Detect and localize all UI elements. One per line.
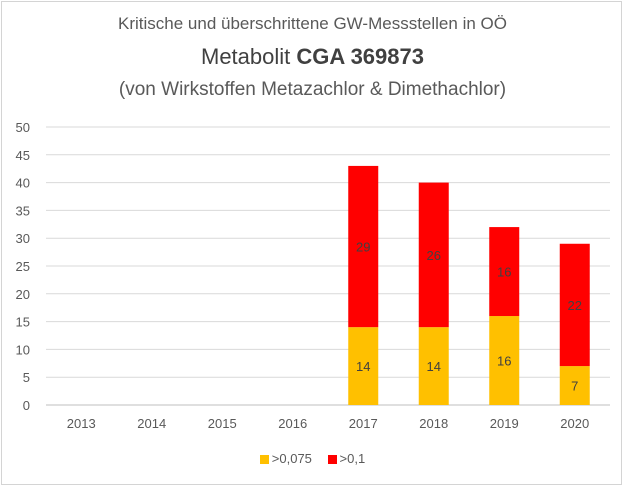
data-label-2020-series1: 7 bbox=[571, 379, 578, 394]
x-tick-label: 2018 bbox=[419, 416, 448, 431]
x-tick-label: 2019 bbox=[490, 416, 519, 431]
chart-title-line1: Kritische und überschrittene GW-Messstel… bbox=[118, 14, 507, 33]
bar-2017-series1 bbox=[348, 327, 379, 405]
y-tick-label: 10 bbox=[16, 342, 30, 357]
y-tick-label: 0 bbox=[23, 398, 30, 413]
y-tick-label: 15 bbox=[16, 315, 30, 330]
bar-2019-series1 bbox=[489, 316, 520, 405]
data-label-2019-series1: 16 bbox=[497, 354, 511, 369]
y-tick-label: 5 bbox=[23, 370, 30, 385]
bar-2019-series2 bbox=[489, 227, 520, 317]
x-tick-label: 2014 bbox=[137, 416, 166, 431]
y-tick-label: 50 bbox=[16, 120, 30, 135]
x-tick-label: 2015 bbox=[208, 416, 237, 431]
legend-item-series2: >0,1 bbox=[327, 451, 366, 466]
chart-title-line2: Metabolit CGA 369873 bbox=[0, 44, 625, 70]
chart-title-prefix: Metabolit bbox=[201, 44, 297, 69]
data-label-2018-series2: 26 bbox=[427, 248, 441, 263]
data-label-2017-series1: 14 bbox=[356, 359, 370, 374]
legend-swatch-series2 bbox=[327, 455, 337, 464]
x-tick-label: 2017 bbox=[349, 416, 378, 431]
legend-label-series2: >0,1 bbox=[339, 451, 366, 466]
data-label-2018-series1: 14 bbox=[427, 359, 441, 374]
chart-title-bold: CGA 369873 bbox=[296, 44, 424, 69]
x-tick-label: 2016 bbox=[278, 416, 307, 431]
y-tick-label: 45 bbox=[16, 148, 30, 163]
legend-label-series1: >0,075 bbox=[271, 451, 312, 466]
bar-2018-series1 bbox=[418, 327, 449, 405]
bar-2017-series2 bbox=[348, 165, 379, 328]
chart-title-line3: (von Wirkstoffen Metazachlor & Dimethach… bbox=[118, 79, 507, 100]
legend-swatch-series1 bbox=[259, 455, 269, 464]
legend: >0,075 >0,1 bbox=[0, 451, 625, 466]
data-label-2020-series2: 22 bbox=[568, 298, 582, 313]
y-tick-label: 35 bbox=[16, 203, 30, 218]
y-tick-label: 30 bbox=[16, 231, 30, 246]
data-label-2017-series2: 29 bbox=[356, 240, 370, 255]
bar-2018-series2 bbox=[418, 182, 449, 328]
y-tick-label: 40 bbox=[16, 176, 30, 191]
legend-item-series1: >0,075 bbox=[259, 451, 312, 466]
bar-2020-series1 bbox=[559, 366, 590, 405]
x-tick-label: 2013 bbox=[67, 416, 96, 431]
x-tick-label: 2020 bbox=[560, 416, 589, 431]
data-label-2019-series2: 16 bbox=[497, 265, 511, 280]
y-tick-label: 20 bbox=[16, 287, 30, 302]
bar-2020-series2 bbox=[559, 243, 590, 367]
y-tick-label: 25 bbox=[16, 259, 30, 274]
